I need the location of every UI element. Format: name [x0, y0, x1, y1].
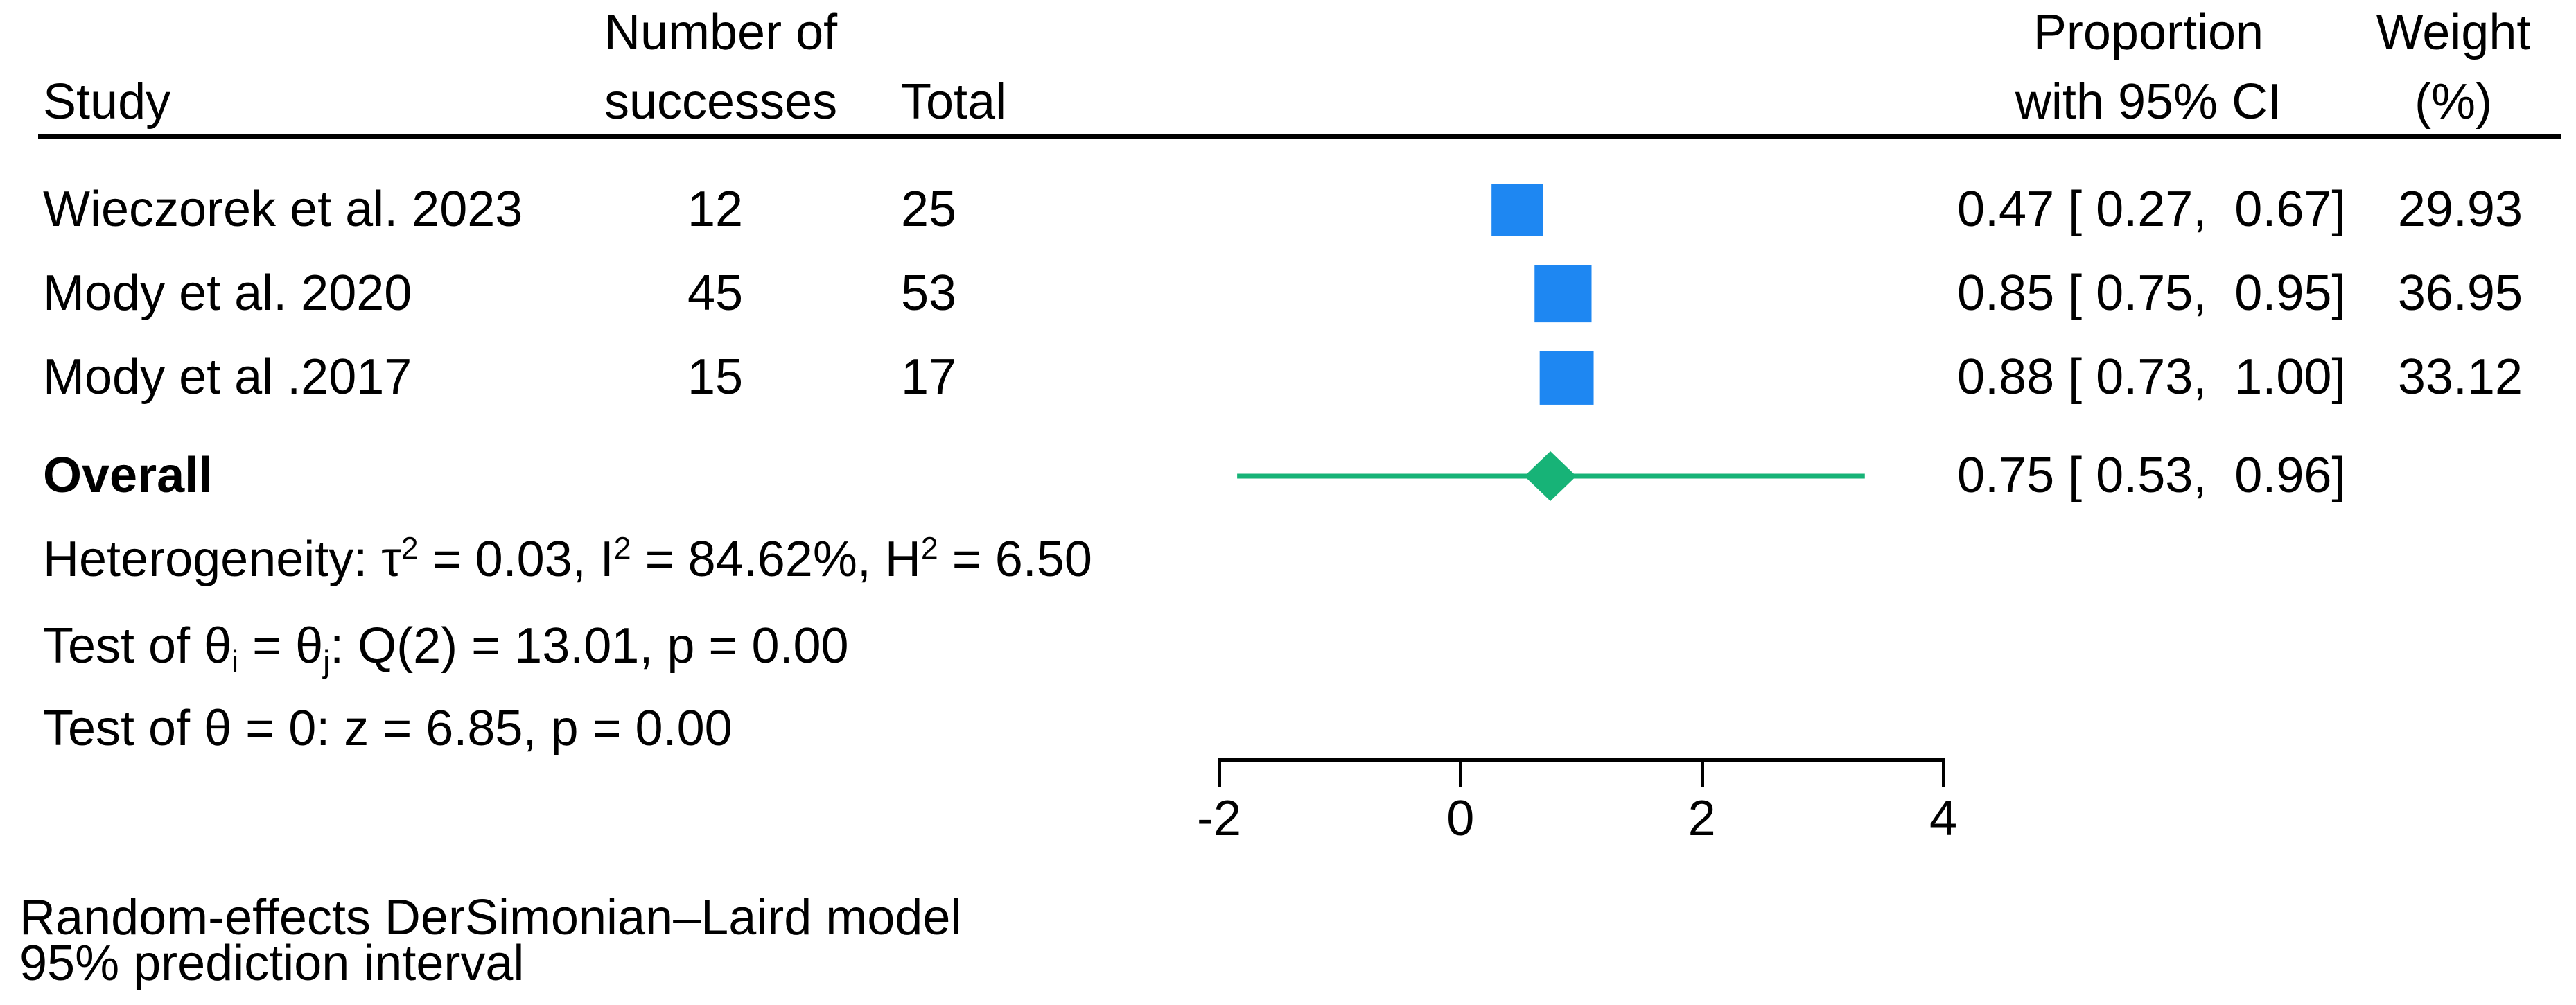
- stat-segment: = 84.62%, H: [631, 532, 921, 588]
- x-axis-tick: [1700, 758, 1704, 787]
- total-value: 17: [901, 349, 957, 405]
- study-name: Mody et al .2017: [43, 349, 412, 405]
- weight-value: 33.12: [2397, 349, 2523, 405]
- x-axis-tick-label: -2: [1196, 791, 1242, 847]
- stat-segment: : Q(2) = 13.01, p = 0.00: [330, 618, 849, 674]
- overall-label: Overall: [43, 448, 213, 504]
- header-rule: [38, 134, 2561, 139]
- successes-value: 12: [687, 182, 744, 238]
- model-note: Random-effects DerSimonian–Laird model: [19, 890, 962, 946]
- stat-segment: 2: [920, 532, 938, 566]
- stat-segment: i: [231, 645, 239, 680]
- x-axis-tick-label: 0: [1446, 791, 1475, 847]
- overall-diamond: [1524, 451, 1577, 501]
- study-square-marker: [1534, 265, 1592, 323]
- col-header-total: Total: [901, 74, 1007, 130]
- total-value: 25: [901, 182, 957, 238]
- stat-segment: 2: [401, 532, 419, 566]
- study-name: Mody et al. 2020: [43, 265, 412, 322]
- stat-line: Test of θ = 0: z = 6.85, p = 0.00: [43, 701, 733, 757]
- stat-line: Test of θi = θj: Q(2) = 13.01, p = 0.00: [43, 618, 849, 679]
- stat-segment: = 0.03, I: [418, 532, 614, 588]
- x-axis-tick: [1459, 758, 1463, 787]
- successes-value: 15: [687, 349, 744, 405]
- col-header-study: Study: [43, 74, 171, 130]
- stat-segment: Test of θ = 0: z = 6.85, p = 0.00: [43, 701, 733, 757]
- stat-line: Heterogeneity: τ2 = 0.03, I2 = 84.62%, H…: [43, 532, 1092, 588]
- x-axis-tick-label: 2: [1688, 791, 1716, 847]
- proportion-ci-value: 0.47 [ 0.27, 0.67]: [1957, 182, 2346, 238]
- stat-segment: Test of θ: [43, 618, 232, 674]
- stat-segment: j: [323, 645, 331, 680]
- stat-segment: = θ: [238, 618, 324, 674]
- successes-value: 45: [687, 265, 744, 322]
- study-square-marker: [1539, 351, 1594, 405]
- overall-ci-value: 0.75 [ 0.53, 0.96]: [1957, 448, 2346, 504]
- total-value: 53: [901, 265, 957, 322]
- weight-value: 36.95: [2397, 265, 2523, 322]
- stat-segment: 2: [613, 532, 631, 566]
- prediction-interval-note: 95% prediction interval: [19, 936, 525, 992]
- stat-segment: Heterogeneity: τ: [43, 532, 401, 588]
- col-header-successes-line1: Number of: [604, 5, 838, 61]
- x-axis-line: [1219, 758, 1943, 762]
- col-header-weight-line1: Weight: [2376, 5, 2531, 61]
- stat-segment: = 6.50: [938, 532, 1092, 588]
- weight-value: 29.93: [2397, 182, 2523, 238]
- col-header-weight-line2: (%): [2415, 74, 2492, 130]
- study-square-marker: [1491, 184, 1543, 236]
- x-axis-tick: [1942, 758, 1945, 787]
- col-header-ci-line2: with 95% CI: [2015, 74, 2282, 130]
- proportion-ci-value: 0.85 [ 0.75, 0.95]: [1957, 265, 2346, 322]
- proportion-ci-value: 0.88 [ 0.73, 1.00]: [1957, 349, 2346, 405]
- study-name: Wieczorek et al. 2023: [43, 182, 523, 238]
- col-header-ci-line1: Proportion: [2033, 5, 2264, 61]
- x-axis-tick-label: 4: [1929, 791, 1958, 847]
- x-axis-tick: [1218, 758, 1221, 787]
- col-header-successes-line2: successes: [604, 74, 838, 130]
